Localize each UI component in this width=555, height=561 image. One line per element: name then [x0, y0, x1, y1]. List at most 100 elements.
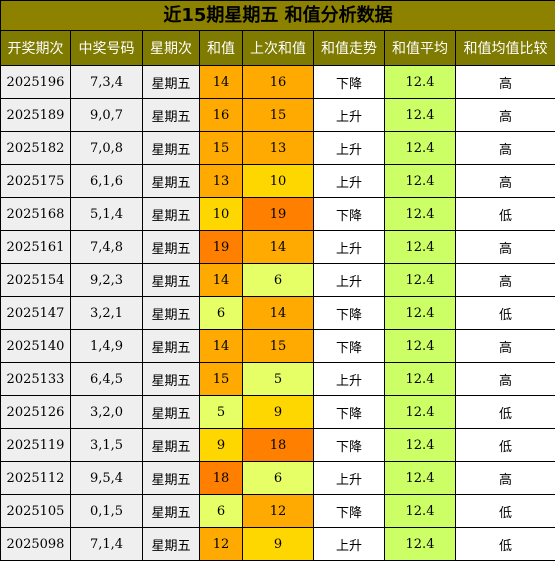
cell-weekday: 星期五: [143, 66, 200, 99]
cell-avg: 12.4: [385, 165, 456, 198]
cell-prev-sum: 5: [243, 363, 314, 396]
cell-issue: 2025168: [1, 198, 71, 231]
header-avg: 和值平均: [385, 31, 456, 66]
cell-sum: 6: [200, 495, 243, 528]
cell-issue: 2025133: [1, 363, 71, 396]
cell-sum: 14: [200, 330, 243, 363]
cell-numbers: 9,5,4: [71, 462, 143, 495]
cell-numbers: 7,0,8: [71, 132, 143, 165]
cell-issue: 2025189: [1, 99, 71, 132]
cell-weekday: 星期五: [143, 528, 200, 561]
cell-avg: 12.4: [385, 132, 456, 165]
cell-weekday: 星期五: [143, 99, 200, 132]
cell-sum: 14: [200, 264, 243, 297]
header-sum: 和值: [200, 31, 243, 66]
cell-numbers: 7,4,8: [71, 231, 143, 264]
cell-avg: 12.4: [385, 462, 456, 495]
header-issue: 开奖期次: [1, 31, 71, 66]
cell-compare: 低: [456, 429, 555, 462]
cell-trend: 下降: [314, 198, 385, 231]
cell-avg: 12.4: [385, 297, 456, 330]
cell-issue: 2025147: [1, 297, 71, 330]
cell-trend: 上升: [314, 165, 385, 198]
cell-trend: 下降: [314, 396, 385, 429]
cell-issue: 2025154: [1, 264, 71, 297]
cell-compare: 高: [456, 66, 555, 99]
cell-compare: 高: [456, 462, 555, 495]
cell-trend: 上升: [314, 363, 385, 396]
cell-sum: 9: [200, 429, 243, 462]
cell-avg: 12.4: [385, 99, 456, 132]
cell-prev-sum: 14: [243, 297, 314, 330]
cell-trend: 上升: [314, 231, 385, 264]
cell-prev-sum: 13: [243, 132, 314, 165]
cell-avg: 12.4: [385, 330, 456, 363]
cell-weekday: 星期五: [143, 462, 200, 495]
cell-trend: 下降: [314, 495, 385, 528]
cell-weekday: 星期五: [143, 495, 200, 528]
cell-issue: 2025140: [1, 330, 71, 363]
cell-issue: 2025175: [1, 165, 71, 198]
cell-issue: 2025161: [1, 231, 71, 264]
cell-issue: 2025105: [1, 495, 71, 528]
cell-prev-sum: 10: [243, 165, 314, 198]
cell-sum: 15: [200, 132, 243, 165]
cell-avg: 12.4: [385, 396, 456, 429]
cell-prev-sum: 15: [243, 330, 314, 363]
cell-compare: 高: [456, 231, 555, 264]
cell-compare: 低: [456, 297, 555, 330]
cell-sum: 13: [200, 165, 243, 198]
cell-prev-sum: 14: [243, 231, 314, 264]
cell-numbers: 5,1,4: [71, 198, 143, 231]
cell-sum: 16: [200, 99, 243, 132]
cell-weekday: 星期五: [143, 396, 200, 429]
header-trend: 和值走势: [314, 31, 385, 66]
cell-compare: 低: [456, 495, 555, 528]
cell-compare: 高: [456, 264, 555, 297]
cell-prev-sum: 18: [243, 429, 314, 462]
cell-prev-sum: 12: [243, 495, 314, 528]
cell-trend: 上升: [314, 264, 385, 297]
cell-sum: 5: [200, 396, 243, 429]
cell-avg: 12.4: [385, 198, 456, 231]
header-prev-sum: 上次和值: [243, 31, 314, 66]
cell-sum: 14: [200, 66, 243, 99]
cell-compare: 低: [456, 396, 555, 429]
header-row: 开奖期次 中奖号码 星期次 和值 上次和值 和值走势 和值平均 和值均值比较: [1, 31, 555, 66]
cell-issue: 2025112: [1, 462, 71, 495]
header-weekday: 星期次: [143, 31, 200, 66]
cell-weekday: 星期五: [143, 231, 200, 264]
cell-weekday: 星期五: [143, 297, 200, 330]
cell-compare: 低: [456, 198, 555, 231]
cell-avg: 12.4: [385, 429, 456, 462]
cell-compare: 高: [456, 363, 555, 396]
cell-avg: 12.4: [385, 264, 456, 297]
cell-trend: 下降: [314, 429, 385, 462]
cell-trend: 下降: [314, 66, 385, 99]
cell-trend: 下降: [314, 297, 385, 330]
cell-compare: 高: [456, 165, 555, 198]
cell-numbers: 7,3,4: [71, 66, 143, 99]
cell-compare: 高: [456, 99, 555, 132]
cell-numbers: 3,2,0: [71, 396, 143, 429]
cell-avg: 12.4: [385, 231, 456, 264]
cell-weekday: 星期五: [143, 264, 200, 297]
cell-numbers: 0,1,5: [71, 495, 143, 528]
cell-numbers: 3,1,5: [71, 429, 143, 462]
cell-sum: 6: [200, 297, 243, 330]
cell-trend: 上升: [314, 462, 385, 495]
cell-issue: 2025119: [1, 429, 71, 462]
